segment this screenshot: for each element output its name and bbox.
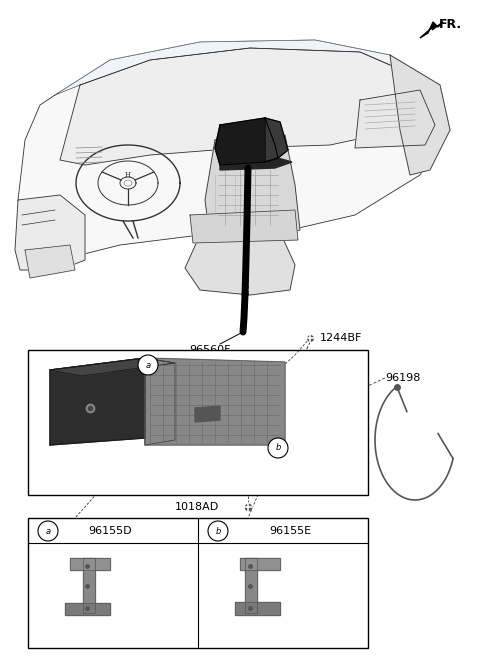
Polygon shape	[420, 22, 443, 38]
Polygon shape	[195, 406, 220, 422]
Polygon shape	[83, 558, 95, 613]
Polygon shape	[25, 245, 75, 278]
Polygon shape	[185, 232, 295, 295]
Polygon shape	[245, 558, 257, 613]
Circle shape	[208, 521, 228, 541]
Polygon shape	[18, 40, 450, 270]
Polygon shape	[145, 358, 285, 445]
Text: 96155D: 96155D	[88, 526, 132, 536]
Text: 96155E: 96155E	[269, 526, 311, 536]
Bar	[28, 350, 368, 495]
Polygon shape	[60, 48, 435, 165]
Polygon shape	[65, 603, 110, 615]
Text: 1244BF: 1244BF	[320, 333, 362, 343]
Polygon shape	[205, 135, 300, 238]
Polygon shape	[15, 195, 85, 270]
Polygon shape	[190, 210, 298, 243]
Text: H: H	[125, 171, 131, 179]
Circle shape	[138, 355, 158, 375]
Polygon shape	[390, 55, 450, 175]
Circle shape	[38, 521, 58, 541]
Polygon shape	[220, 158, 292, 170]
Bar	[28, 518, 368, 648]
Polygon shape	[50, 358, 145, 445]
Text: b: b	[276, 443, 281, 453]
Text: 96560F: 96560F	[189, 345, 231, 355]
Text: 96198: 96198	[385, 373, 420, 383]
Polygon shape	[215, 118, 278, 165]
Polygon shape	[355, 90, 435, 148]
Text: a: a	[145, 361, 151, 369]
Polygon shape	[50, 358, 175, 376]
Polygon shape	[235, 602, 280, 615]
Text: b: b	[216, 526, 221, 535]
Polygon shape	[240, 558, 280, 570]
Polygon shape	[265, 118, 288, 162]
Polygon shape	[70, 558, 110, 570]
Text: 1018AD: 1018AD	[175, 502, 219, 512]
Polygon shape	[145, 358, 175, 445]
Polygon shape	[55, 40, 420, 95]
Text: a: a	[46, 526, 50, 535]
Text: FR.: FR.	[439, 18, 462, 31]
Circle shape	[268, 438, 288, 458]
